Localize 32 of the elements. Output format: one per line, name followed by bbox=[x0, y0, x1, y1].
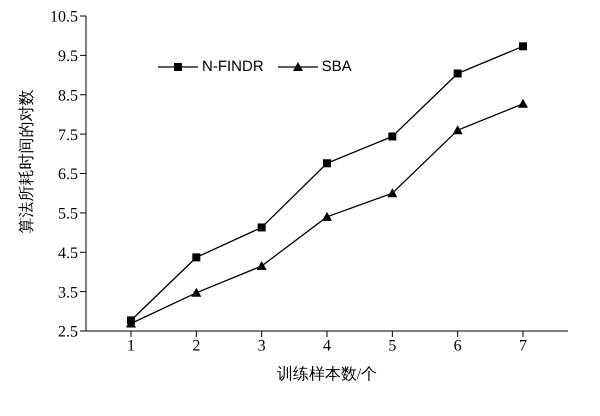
y-tick-label: 7.5 bbox=[58, 126, 78, 144]
point bbox=[454, 69, 462, 78]
x-tick-label: 3 bbox=[258, 337, 266, 354]
point bbox=[452, 125, 463, 134]
legend-label: N-FINDR bbox=[202, 58, 264, 75]
y-tick-label: 5.5 bbox=[58, 206, 78, 223]
y-tick-label: 3.5 bbox=[58, 284, 78, 302]
point bbox=[256, 261, 267, 270]
x-tick-label: 2 bbox=[192, 337, 200, 354]
point bbox=[519, 42, 527, 50]
x-tick-label: 7 bbox=[519, 337, 527, 354]
y-axis-title: 算法所耗时间的对数 bbox=[18, 90, 36, 234]
y-tick-label: 8.5 bbox=[58, 87, 78, 104]
x-axis-title: 训练样本数/个 bbox=[276, 365, 378, 383]
x-tick-label: 6 bbox=[454, 337, 462, 354]
point bbox=[387, 188, 398, 198]
point bbox=[258, 223, 266, 232]
x-tick-label: 5 bbox=[388, 337, 396, 354]
y-tick-label: 2.5 bbox=[58, 324, 78, 341]
y-tick-label: 10.5 bbox=[50, 8, 78, 26]
point bbox=[518, 98, 528, 108]
y-tick-label: 9.5 bbox=[58, 48, 78, 66]
point bbox=[191, 288, 202, 297]
point bbox=[192, 253, 200, 262]
y-tick-label: 6.5 bbox=[58, 166, 78, 184]
y-tick-label: 4.5 bbox=[58, 244, 78, 262]
point bbox=[322, 212, 332, 221]
x-tick-label: 4 bbox=[323, 337, 331, 354]
legend-label: SBA bbox=[322, 58, 352, 75]
point bbox=[323, 159, 331, 168]
point bbox=[388, 132, 396, 140]
x-tick-label: 1 bbox=[127, 337, 135, 354]
